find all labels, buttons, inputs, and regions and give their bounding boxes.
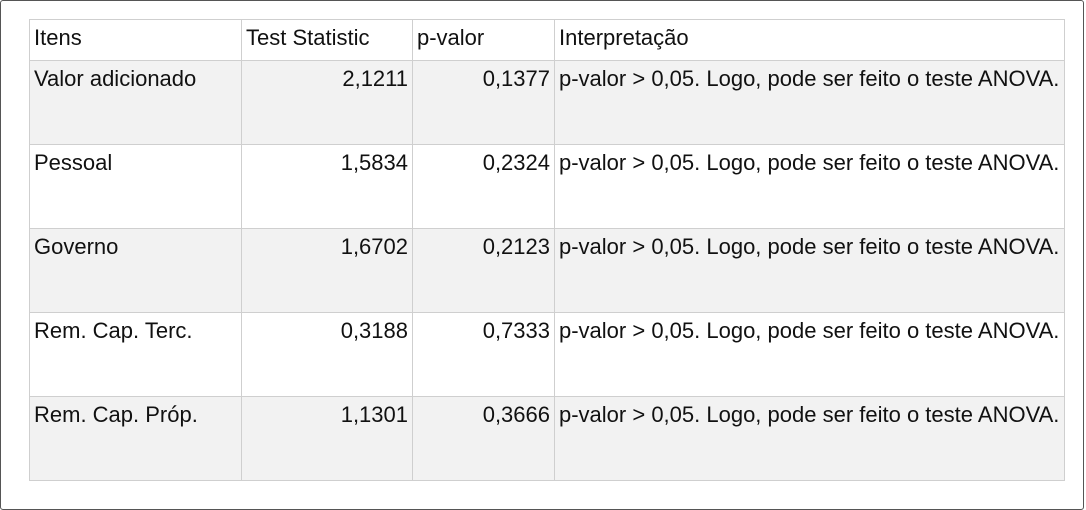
cell-p-valor: 0,3666 [412,396,555,481]
cell-interpretacao: p-valor > 0,05. Logo, pode ser feito o t… [554,228,1065,313]
header-p-valor: p-valor [412,19,555,61]
cell-p-valor: 0,2324 [412,144,555,229]
cell-item: Rem. Cap. Próp. [29,396,242,481]
cell-p-valor: 0,1377 [412,60,555,145]
table-row: Rem. Cap. Terc. 0,3188 0,7333 p-valor > … [29,312,1065,397]
cell-item: Pessoal [29,144,242,229]
cell-p-valor: 0,2123 [412,228,555,313]
cell-interpretacao: p-valor > 0,05. Logo, pode ser feito o t… [554,144,1065,229]
header-test-statistic: Test Statistic [241,19,413,61]
table-header-row: Itens Test Statistic p-valor Interpretaç… [29,19,1065,61]
cell-test-statistic: 1,6702 [241,228,413,313]
header-interpretacao: Interpretação [554,19,1065,61]
table-row: Rem. Cap. Próp. 1,1301 0,3666 p-valor > … [29,396,1065,481]
table-row: Valor adicionado 2,1211 0,1377 p-valor >… [29,60,1065,145]
cell-test-statistic: 0,3188 [241,312,413,397]
cell-interpretacao: p-valor > 0,05. Logo, pode ser feito o t… [554,60,1065,145]
cell-item: Rem. Cap. Terc. [29,312,242,397]
cell-test-statistic: 1,1301 [241,396,413,481]
cell-item: Governo [29,228,242,313]
cell-item: Valor adicionado [29,60,242,145]
cell-p-valor: 0,7333 [412,312,555,397]
table-row: Governo 1,6702 0,2123 p-valor > 0,05. Lo… [29,228,1065,313]
table-row: Pessoal 1,5834 0,2324 p-valor > 0,05. Lo… [29,144,1065,229]
cell-interpretacao: p-valor > 0,05. Logo, pode ser feito o t… [554,396,1065,481]
header-itens: Itens [29,19,242,61]
results-table: Itens Test Statistic p-valor Interpretaç… [29,19,1065,481]
cell-test-statistic: 2,1211 [241,60,413,145]
cell-test-statistic: 1,5834 [241,144,413,229]
cell-interpretacao: p-valor > 0,05. Logo, pode ser feito o t… [554,312,1065,397]
